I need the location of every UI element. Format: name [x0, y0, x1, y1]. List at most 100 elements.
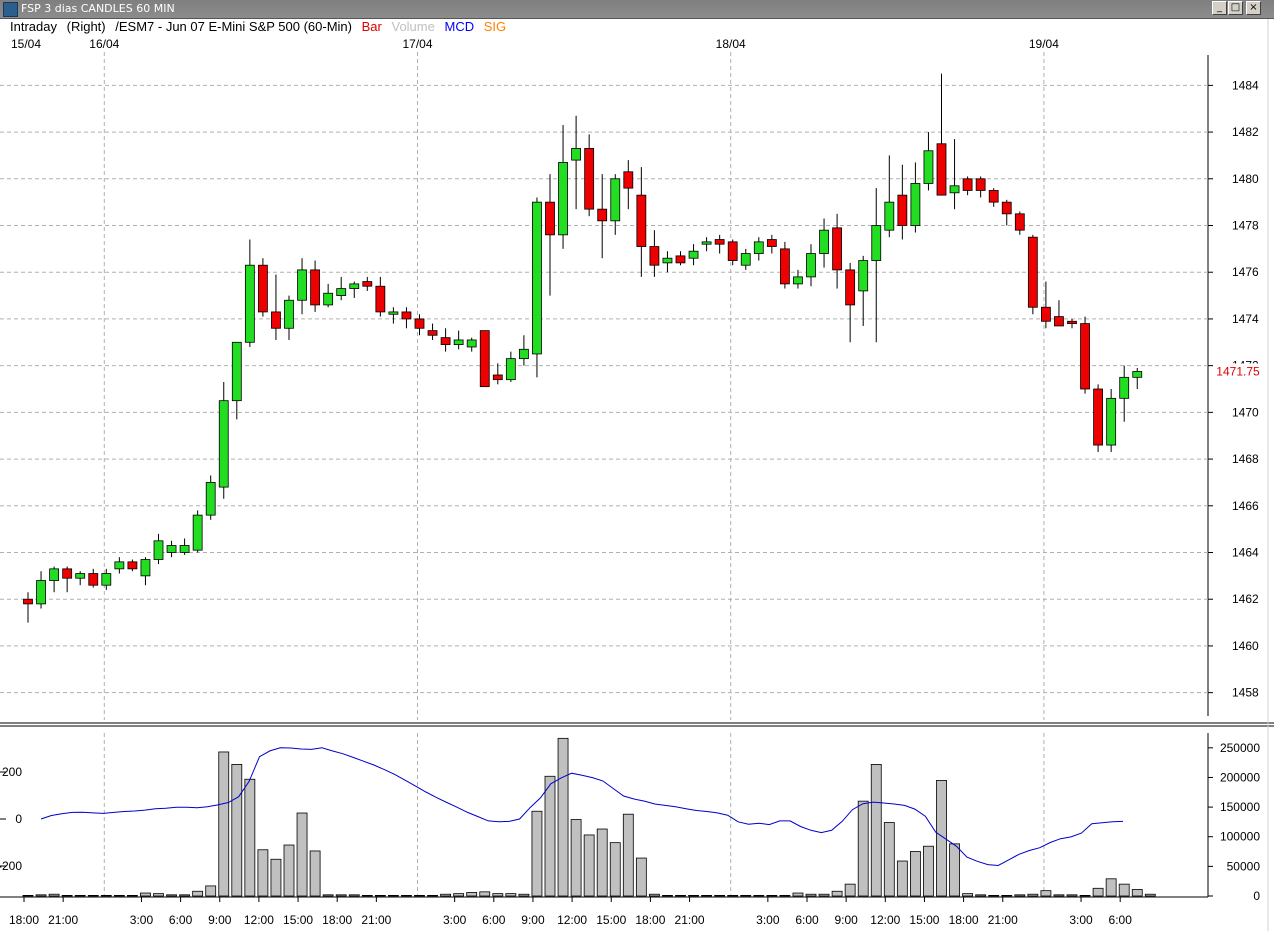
- volume-bar: [923, 845, 934, 897]
- candle-up: [871, 225, 882, 261]
- volume-bar: [883, 822, 895, 897]
- volume-bar: [557, 737, 569, 897]
- price-tick-label: 1474: [1232, 312, 1259, 326]
- symbol-label: /ESM7 - Jun 07 E-Mini S&P 500 (60-Min): [115, 19, 352, 34]
- candle-up: [753, 241, 764, 254]
- candle-up: [231, 341, 242, 402]
- legend-mcd[interactable]: MCD: [444, 19, 475, 34]
- volume-bar: [440, 893, 452, 897]
- time-tick-label: 12:00: [557, 913, 587, 927]
- candle-down: [440, 337, 451, 346]
- candle-down: [1041, 306, 1051, 322]
- time-tick-label: 21:00: [675, 913, 705, 927]
- time-tick-label: 6:00: [1109, 913, 1133, 927]
- legend-sig[interactable]: SIG: [483, 19, 507, 34]
- candle-down: [766, 239, 777, 247]
- mode-label: Intraday: [10, 19, 57, 34]
- candle-up: [36, 580, 46, 605]
- candle-down: [714, 239, 725, 245]
- candle-up: [910, 183, 921, 226]
- candle-down: [727, 241, 738, 261]
- candle-down: [414, 318, 425, 329]
- legend-volume[interactable]: Volume: [391, 19, 435, 34]
- candle-down: [1014, 213, 1025, 231]
- time-tick-label: 3:00: [1069, 913, 1093, 927]
- maximize-button[interactable]: □: [1228, 1, 1243, 15]
- candle-down: [1001, 201, 1012, 215]
- volume-bar: [87, 895, 99, 897]
- candle-up: [166, 545, 177, 553]
- volume-bar: [936, 780, 947, 897]
- candle-down: [988, 190, 999, 203]
- volume-bar: [688, 895, 699, 897]
- volume-bar: [609, 842, 621, 897]
- candle-up: [740, 253, 751, 266]
- volume-bar: [322, 894, 334, 897]
- volume-bar: [753, 895, 765, 897]
- candle-down: [962, 178, 973, 191]
- time-tick-label: 9:00: [208, 913, 232, 927]
- volume-bar: [192, 890, 204, 897]
- volume-bar: [427, 895, 438, 897]
- volume-bar: [153, 893, 164, 897]
- legend-bar[interactable]: Bar: [361, 19, 382, 34]
- candle-up: [1119, 376, 1130, 399]
- volume-bar: [857, 800, 869, 897]
- volume-bar: [296, 812, 308, 897]
- candle-down: [479, 330, 490, 388]
- volume-bar: [949, 843, 960, 897]
- volume-bar: [335, 894, 347, 897]
- candle-up: [858, 260, 869, 292]
- volume-bar: [179, 894, 191, 897]
- close-button[interactable]: ×: [1246, 1, 1261, 15]
- time-tick-label: 3:00: [443, 913, 467, 927]
- volume-bar: [544, 775, 556, 897]
- window-titlebar[interactable]: FSP 3 dias CANDLES 60 MIN _ □ ×: [0, 0, 1274, 19]
- volume-bar: [309, 850, 321, 897]
- candle-up: [701, 241, 712, 245]
- volume-bar: [414, 895, 425, 897]
- candle-up: [49, 568, 59, 581]
- price-tick-label: 1470: [1232, 405, 1259, 419]
- volume-bar: [361, 895, 373, 897]
- volume-bar: [492, 893, 504, 897]
- volume-bar: [100, 895, 112, 897]
- price-tick-label: 1472: [1232, 359, 1259, 373]
- candle-up: [323, 292, 334, 306]
- price-tick-label: 1484: [1232, 78, 1259, 92]
- volume-bar: [910, 851, 921, 897]
- volume-bar: [257, 849, 269, 897]
- volume-bar: [675, 895, 686, 897]
- candle-up: [949, 185, 960, 194]
- volume-bar: [962, 893, 973, 897]
- price-tick-label: 1458: [1232, 686, 1259, 700]
- volume-bar: [870, 764, 882, 897]
- candle-up: [662, 257, 673, 264]
- volume-bar: [649, 893, 660, 897]
- date-label: 17/04: [402, 37, 432, 51]
- volume-bar: [740, 895, 752, 897]
- volume-bar: [583, 834, 595, 897]
- volume-bar: [596, 828, 608, 897]
- candle-down: [62, 568, 73, 579]
- time-tick-label: 21:00: [48, 913, 78, 927]
- candle-up: [244, 264, 255, 343]
- volume-bar: [779, 895, 791, 897]
- volume-bar: [166, 894, 177, 897]
- volume-bar: [622, 813, 634, 897]
- volume-bar: [662, 895, 673, 897]
- minimize-button[interactable]: _: [1212, 1, 1227, 15]
- candle-down: [1054, 316, 1064, 327]
- volume-bar: [61, 895, 73, 897]
- volume-bar: [1105, 878, 1117, 897]
- candle-down: [636, 194, 647, 247]
- candle-down: [936, 143, 947, 196]
- volume-bar: [205, 885, 217, 897]
- volume-bar: [805, 893, 817, 897]
- volume-bar: [570, 819, 582, 897]
- indicator-tick-label: 0: [15, 812, 22, 826]
- candle-down: [597, 208, 608, 222]
- volume-tick-label: 0: [1253, 889, 1260, 903]
- candle-up: [571, 148, 581, 161]
